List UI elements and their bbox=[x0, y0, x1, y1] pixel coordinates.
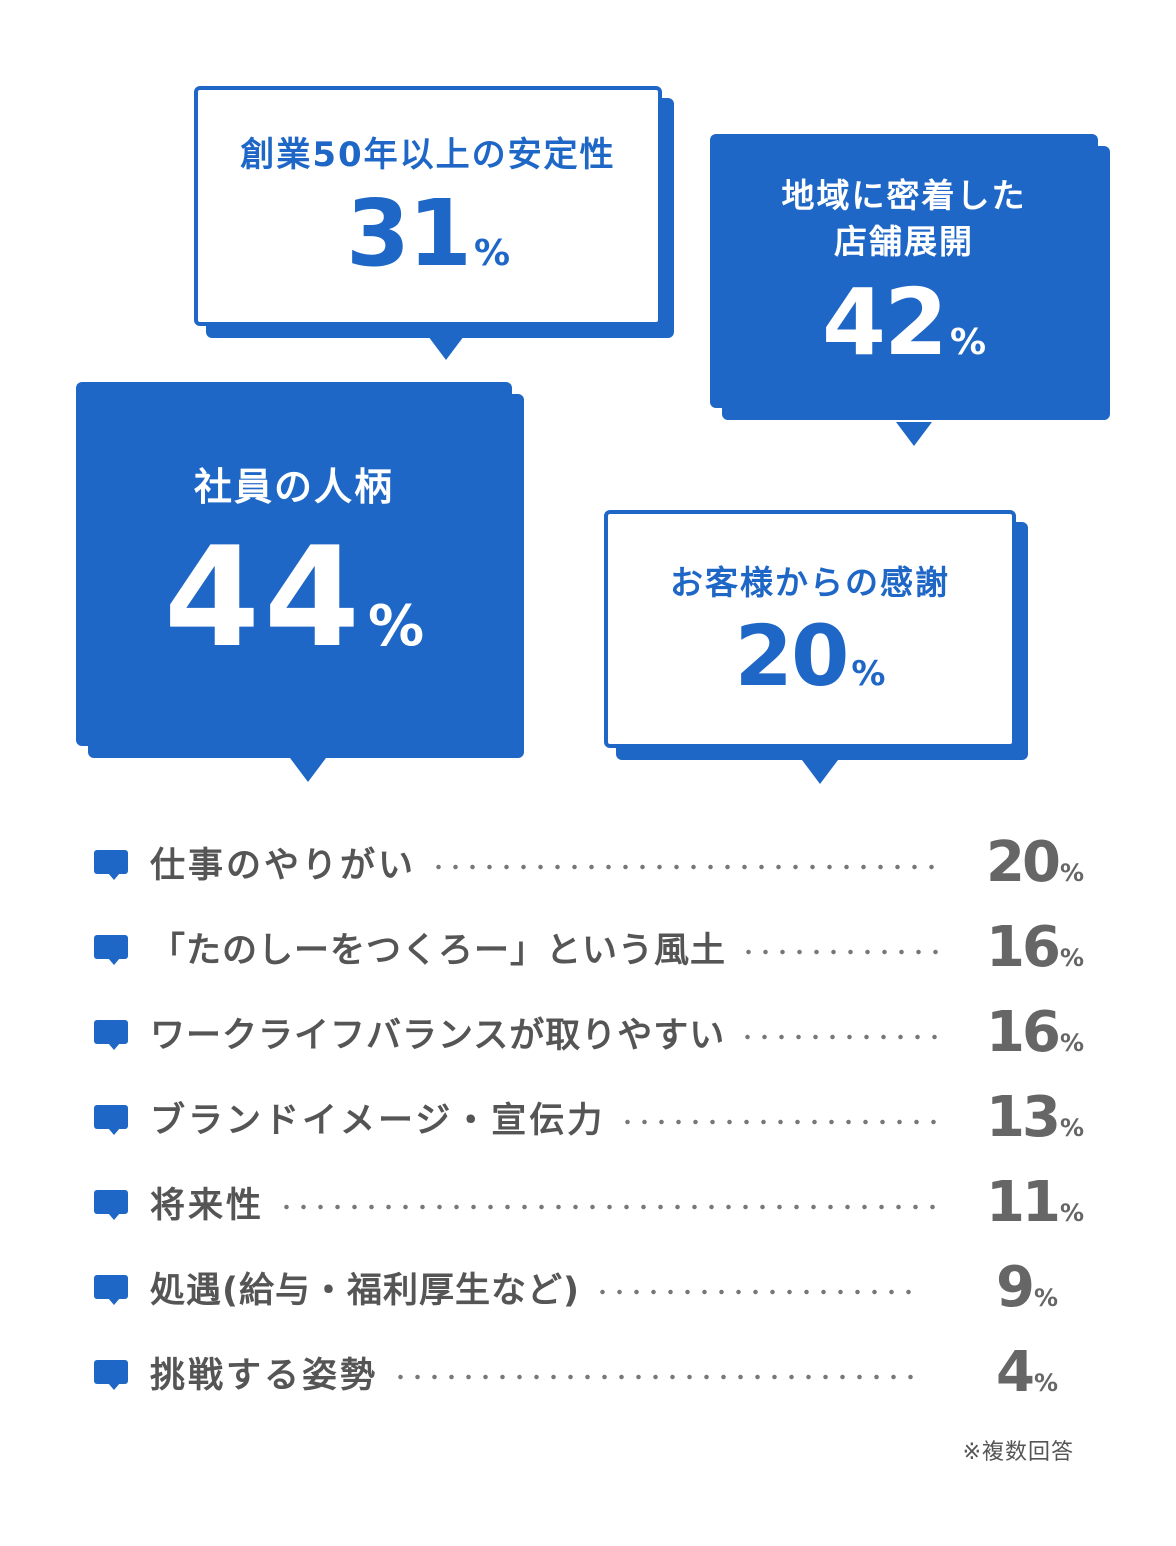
item-value-unit: % bbox=[1059, 1199, 1084, 1227]
dot-leader bbox=[740, 948, 944, 955]
dot-leader bbox=[739, 1033, 944, 1040]
item-value: 16% bbox=[974, 915, 1084, 980]
bubble-face: 社員の人柄 44% bbox=[76, 382, 512, 746]
item-label: ワークライフバランスが取りやすい bbox=[150, 1016, 726, 1056]
speech-bubble-icon bbox=[94, 846, 128, 880]
bubble-unit: % bbox=[473, 232, 511, 274]
bubble-value: 42 bbox=[821, 269, 948, 377]
item-value-unit: % bbox=[1059, 944, 1084, 972]
bubble-value: 44 bbox=[163, 516, 364, 678]
item-value: 11% bbox=[974, 1170, 1084, 1235]
dot-leader bbox=[430, 863, 944, 870]
speech-bubble-icon bbox=[94, 1101, 128, 1135]
speech-bubble-icon bbox=[94, 1271, 128, 1305]
item-value: 20% bbox=[974, 830, 1084, 895]
dot-leader bbox=[594, 1288, 918, 1295]
list-item: ワークライフバランスが取りやすい 16% bbox=[94, 990, 1084, 1075]
list-item: ブランドイメージ・宣伝力 13% bbox=[94, 1075, 1084, 1160]
bubble-tail bbox=[428, 336, 464, 360]
bubble-value: 31 bbox=[345, 179, 472, 287]
bubble-stability: 創業50年以上の安定性 31% bbox=[194, 86, 674, 360]
bubble-unit: % bbox=[851, 654, 886, 695]
dot-leader bbox=[619, 1118, 944, 1125]
speech-bubble-icon bbox=[94, 1016, 128, 1050]
item-value-number: 9 bbox=[995, 1255, 1035, 1320]
speech-bubble-icon bbox=[94, 1356, 128, 1390]
bubble-local-stores: 地域に密着した 店舗展開 42% bbox=[710, 134, 1110, 446]
item-label: 将来性 bbox=[150, 1186, 265, 1226]
item-value-unit: % bbox=[1059, 1029, 1084, 1057]
item-label: 仕事のやりがい bbox=[150, 846, 417, 886]
item-label: ブランドイメージ・宣伝力 bbox=[150, 1101, 606, 1141]
item-value-unit: % bbox=[1059, 859, 1084, 887]
item-value-number: 13 bbox=[986, 1085, 1061, 1150]
item-value: 9% bbox=[948, 1255, 1084, 1320]
bubble-tail bbox=[290, 758, 326, 782]
bubble-face: 創業50年以上の安定性 31% bbox=[194, 86, 662, 326]
bubble-label: 創業50年以上の安定性 bbox=[240, 135, 616, 176]
bubble-value: 20 bbox=[734, 607, 850, 706]
item-value-number: 16 bbox=[986, 915, 1061, 980]
speech-bubble-icon bbox=[94, 931, 128, 965]
answer-list: 仕事のやりがい 20% 「たのしーをつくろー」という風土 16% ワークライフバ… bbox=[94, 820, 1084, 1415]
item-value-number: 16 bbox=[986, 1000, 1061, 1065]
bubble-label: 地域に密着した 店舗展開 bbox=[781, 175, 1027, 261]
list-item: 挑戦する姿勢 4% bbox=[94, 1330, 1084, 1415]
dot-leader bbox=[278, 1203, 944, 1210]
item-value-number: 4 bbox=[995, 1340, 1035, 1405]
bubble-staff-character: 社員の人柄 44% bbox=[76, 382, 524, 782]
item-value-number: 20 bbox=[986, 830, 1061, 895]
item-label: 「たのしーをつくろー」という風土 bbox=[150, 931, 727, 971]
item-label: 処遇(給与・福利厚生など) bbox=[150, 1271, 580, 1311]
item-value-unit: % bbox=[1033, 1284, 1058, 1312]
bubble-label: お客様からの感謝 bbox=[670, 562, 950, 602]
item-value: 4% bbox=[948, 1340, 1084, 1405]
item-label: 挑戦する姿勢 bbox=[150, 1356, 379, 1396]
footnote: ※複数回答 bbox=[962, 1440, 1074, 1465]
list-item: 処遇(給与・福利厚生など) 9% bbox=[94, 1245, 1084, 1330]
bubble-customer-thanks: お客様からの感謝 20% bbox=[604, 510, 1028, 784]
dot-leader bbox=[392, 1373, 918, 1380]
item-value-unit: % bbox=[1033, 1369, 1058, 1397]
item-value: 13% bbox=[974, 1085, 1084, 1150]
list-item: 仕事のやりがい 20% bbox=[94, 820, 1084, 905]
bubble-face: お客様からの感謝 20% bbox=[604, 510, 1016, 748]
speech-bubble-icon bbox=[94, 1186, 128, 1220]
item-value: 16% bbox=[974, 1000, 1084, 1065]
bubble-face: 地域に密着した 店舗展開 42% bbox=[710, 134, 1098, 408]
bubble-unit: % bbox=[949, 322, 987, 364]
bubble-tail bbox=[896, 422, 932, 446]
bubble-tail bbox=[802, 760, 838, 784]
item-value-unit: % bbox=[1059, 1114, 1084, 1142]
item-value-number: 11 bbox=[986, 1170, 1061, 1235]
list-item: 将来性 11% bbox=[94, 1160, 1084, 1245]
bubble-label: 社員の人柄 bbox=[193, 465, 394, 510]
bubble-unit: % bbox=[367, 593, 425, 659]
list-item: 「たのしーをつくろー」という風土 16% bbox=[94, 905, 1084, 990]
